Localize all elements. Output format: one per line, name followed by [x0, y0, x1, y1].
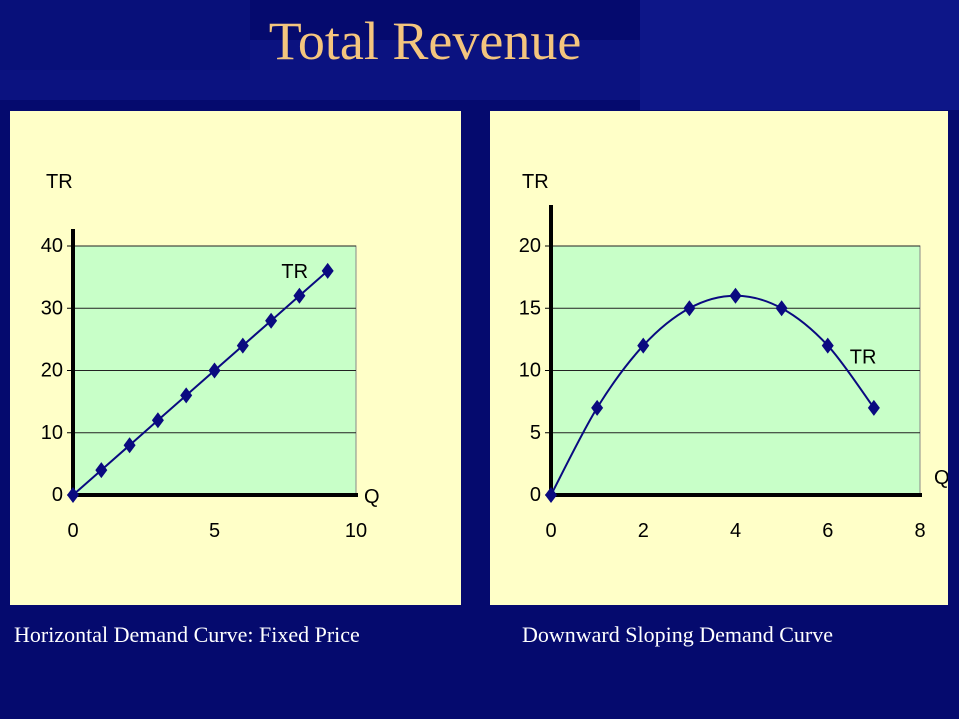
series-label: TR	[850, 347, 877, 369]
data-point-diamond	[123, 437, 136, 454]
x-tick-label: 0	[67, 520, 78, 542]
y-tick-label: 10	[41, 422, 63, 444]
data-point-diamond	[293, 287, 306, 304]
x-tick-label: 5	[209, 520, 220, 542]
data-point-diamond	[545, 487, 557, 503]
x-tick-label: 8	[914, 520, 925, 542]
data-point-diamond	[591, 399, 604, 416]
caption-fixed-price: Horizontal Demand Curve: Fixed Price	[14, 622, 360, 647]
y-tick-label: 20	[41, 360, 63, 382]
background-band	[0, 0, 250, 70]
slide-title: Total Revenue	[268, 11, 582, 71]
background-band	[640, 0, 959, 110]
y-tick-label: 0	[530, 484, 541, 506]
data-point-diamond	[95, 462, 108, 479]
y-tick-label: 15	[519, 297, 541, 319]
data-point-diamond	[180, 387, 193, 404]
y-tick-label: 20	[519, 235, 541, 257]
x-tick-label: 2	[638, 520, 649, 542]
y-tick-label: 10	[519, 360, 541, 382]
tr-chart-fixed-price: 0 10 20 30 40 0 5 10 TR Q TR	[41, 171, 380, 542]
chart-panel-left: 0 10 20 30 40 0 5 10 TR Q TR	[10, 111, 461, 605]
data-point-diamond	[637, 337, 650, 354]
y-axis-label: TR	[46, 171, 73, 193]
x-axis-label: Q	[364, 486, 380, 508]
series-label: TR	[281, 261, 308, 283]
series-line	[72, 270, 329, 496]
data-point-diamond	[265, 312, 278, 329]
chart-panel-right: 0 5 10 15 20 0 2 4 6 8 TR Q TR	[490, 111, 948, 605]
x-tick-label: 4	[730, 520, 741, 542]
data-point-diamond	[208, 362, 221, 379]
data-point-diamond	[236, 337, 249, 354]
data-point-diamond	[151, 412, 164, 429]
x-tick-label: 6	[822, 520, 833, 542]
caption-downward-demand: Downward Sloping Demand Curve	[522, 622, 834, 647]
y-axis-label: TR	[522, 171, 549, 193]
tr-chart-downward-demand: 0 5 10 15 20 0 2 4 6 8 TR Q TR	[519, 171, 948, 542]
data-point-diamond	[67, 487, 79, 503]
x-tick-label: 10	[345, 520, 367, 542]
y-tick-label: 30	[41, 297, 63, 319]
y-tick-label: 40	[41, 235, 63, 257]
data-point-diamond	[821, 337, 834, 354]
data-point-diamond	[775, 300, 788, 317]
y-tick-label: 0	[52, 484, 63, 506]
y-tick-label: 5	[530, 422, 541, 444]
data-point-diamond	[729, 287, 742, 304]
data-point-diamond	[867, 399, 880, 416]
data-point-diamond	[321, 262, 334, 279]
x-tick-label: 0	[545, 520, 556, 542]
data-point-diamond	[683, 300, 696, 317]
x-axis-label: Q	[934, 467, 948, 489]
